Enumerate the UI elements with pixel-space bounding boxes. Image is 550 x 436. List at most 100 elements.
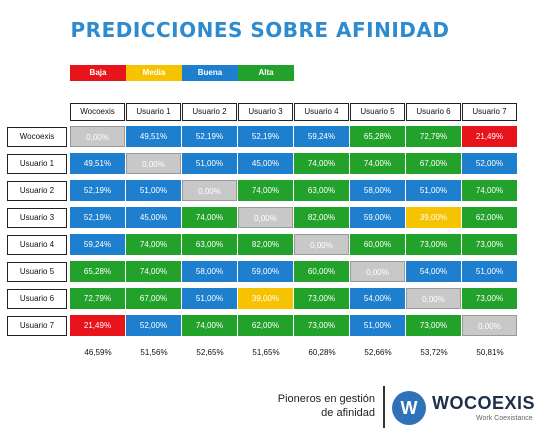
row-header: Usuario 5 [7, 262, 67, 282]
row-header: Usuario 6 [7, 289, 67, 309]
heatmap-cell: 0,00% [406, 288, 461, 309]
heatmap-cell: 52,19% [182, 126, 237, 147]
legend-item-alta: Alta [238, 65, 294, 81]
row-header: Usuario 7 [7, 316, 67, 336]
heatmap-cell: 73,00% [406, 234, 461, 255]
heatmap-cell: 74,00% [182, 207, 237, 228]
heatmap-cell: 0,00% [238, 207, 293, 228]
heatmap-cell: 59,24% [70, 234, 125, 255]
heatmap-cell: 60,00% [350, 234, 405, 255]
footer-tagline: Pioneros en gestión de afinidad [278, 392, 375, 420]
heatmap-cell: 74,00% [126, 234, 181, 255]
logo-subtitle: Work Coexistance [476, 415, 533, 422]
heatmap-cell: 62,00% [462, 207, 517, 228]
legend-item-media: Media [126, 65, 182, 81]
heatmap-cell: 49,51% [126, 126, 181, 147]
heatmap-cell: 74,00% [294, 153, 349, 174]
column-header: Usuario 5 [350, 103, 405, 121]
heatmap-cell: 82,00% [294, 207, 349, 228]
row-header: Usuario 3 [7, 208, 67, 228]
heatmap-cell: 72,79% [406, 126, 461, 147]
column-average: 53,72% [420, 348, 448, 357]
heatmap-cell: 73,00% [462, 288, 517, 309]
heatmap-cell: 67,00% [406, 153, 461, 174]
heatmap-cell: 59,00% [350, 207, 405, 228]
heatmap-cell: 0,00% [462, 315, 517, 336]
column-header: Usuario 3 [238, 103, 293, 121]
column-average: 51,56% [140, 348, 168, 357]
column-header: Usuario 7 [462, 103, 517, 121]
column-header: Usuario 6 [406, 103, 461, 121]
page-title: PREDICCIONES SOBRE AFINIDAD [70, 18, 450, 42]
heatmap-cell: 54,00% [406, 261, 461, 282]
row-header: Usuario 4 [7, 235, 67, 255]
heatmap-cell: 51,00% [406, 180, 461, 201]
heatmap-cell: 0,00% [126, 153, 181, 174]
heatmap-cell: 59,24% [294, 126, 349, 147]
row-header: Wocoexis [7, 127, 67, 147]
column-average: 52,66% [364, 348, 392, 357]
column-average: 60,28% [308, 348, 336, 357]
heatmap-cell: 45,00% [126, 207, 181, 228]
heatmap-cell: 58,00% [182, 261, 237, 282]
legend-item-buena: Buena [182, 65, 238, 81]
footer-divider [383, 386, 385, 428]
heatmap-cell: 21,49% [70, 315, 125, 336]
heatmap-cell: 21,49% [462, 126, 517, 147]
heatmap-cell: 62,00% [238, 315, 293, 336]
heatmap-cell: 59,00% [238, 261, 293, 282]
heatmap-cell: 74,00% [238, 180, 293, 201]
row-header: Usuario 1 [7, 154, 67, 174]
heatmap-cell: 0,00% [182, 180, 237, 201]
column-header: Usuario 2 [182, 103, 237, 121]
heatmap-cell: 51,00% [182, 153, 237, 174]
heatmap-cell: 0,00% [350, 261, 405, 282]
heatmap-cell: 67,00% [126, 288, 181, 309]
heatmap-cell: 52,00% [462, 153, 517, 174]
heatmap-cell: 74,00% [462, 180, 517, 201]
heatmap-cell: 54,00% [350, 288, 405, 309]
heatmap-cell: 63,00% [182, 234, 237, 255]
column-average: 51,65% [252, 348, 280, 357]
heatmap-cell: 51,00% [126, 180, 181, 201]
heatmap-cell: 51,00% [350, 315, 405, 336]
heatmap-cell: 0,00% [70, 126, 125, 147]
heatmap-cell: 74,00% [182, 315, 237, 336]
heatmap-cell: 0,00% [294, 234, 349, 255]
heatmap-cell: 73,00% [294, 315, 349, 336]
row-header: Usuario 2 [7, 181, 67, 201]
column-header: Usuario 1 [126, 103, 181, 121]
heatmap-cell: 39,00% [238, 288, 293, 309]
heatmap-cell: 52,00% [126, 315, 181, 336]
tagline-line-2: de afinidad [321, 407, 375, 419]
logo-name: WOCOEXIS [432, 393, 536, 413]
heatmap-cell: 45,00% [238, 153, 293, 174]
heatmap-cell: 52,19% [70, 207, 125, 228]
tagline-line-1: Pioneros en gestión [277, 393, 375, 405]
wocoexis-logo-icon: W [392, 391, 426, 425]
column-average: 52,65% [196, 348, 224, 357]
heatmap-cell: 52,19% [70, 180, 125, 201]
heatmap-cell: 74,00% [350, 153, 405, 174]
heatmap-cell: 73,00% [462, 234, 517, 255]
heatmap-cell: 63,00% [294, 180, 349, 201]
heatmap-cell: 51,00% [182, 288, 237, 309]
heatmap-cell: 58,00% [350, 180, 405, 201]
legend-item-baja: Baja [70, 65, 126, 81]
heatmap-cell: 65,28% [70, 261, 125, 282]
column-header: Wocoexis [70, 103, 125, 121]
heatmap-cell: 73,00% [294, 288, 349, 309]
heatmap-cell: 74,00% [126, 261, 181, 282]
heatmap-cell: 65,28% [350, 126, 405, 147]
heatmap-cell: 82,00% [238, 234, 293, 255]
column-header: Usuario 4 [294, 103, 349, 121]
heatmap-cell: 39,00% [406, 207, 461, 228]
heatmap-cell: 72,79% [70, 288, 125, 309]
heatmap-cell: 49,51% [70, 153, 125, 174]
column-average: 46,59% [84, 348, 112, 357]
heatmap-cell: 60,00% [294, 261, 349, 282]
heatmap-cell: 51,00% [462, 261, 517, 282]
heatmap-cell: 52,19% [238, 126, 293, 147]
heatmap-cell: 73,00% [406, 315, 461, 336]
column-average: 50,81% [476, 348, 504, 357]
